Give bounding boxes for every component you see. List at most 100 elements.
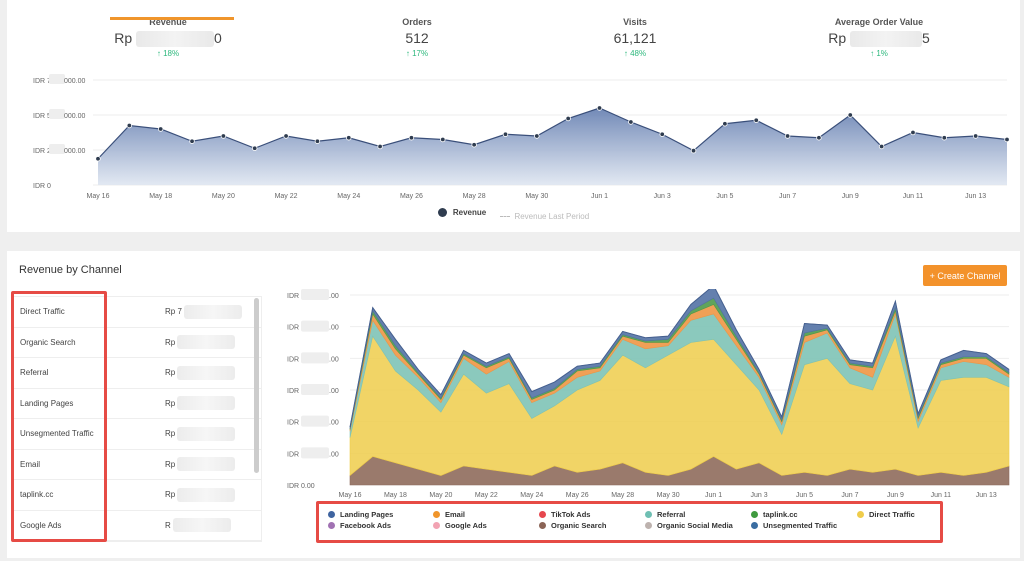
revenue-point[interactable]	[690, 147, 697, 154]
revenue-point[interactable]	[314, 138, 321, 144]
revenue-point[interactable]	[972, 133, 979, 139]
legend-dot	[751, 522, 758, 529]
channel-list: Direct Traffic Rp 7 Organic Search Rp Referr…	[12, 296, 262, 542]
revenue-point[interactable]	[157, 126, 164, 132]
channel-value-prefix: Rp 7	[165, 307, 182, 317]
channel-row[interactable]: Direct Traffic Rp 7	[13, 297, 261, 328]
channel-row[interactable]: taplink.cc Rp	[13, 480, 261, 511]
y-axis-label-suffix: .00	[329, 451, 339, 458]
x-axis-label: May 16	[339, 492, 362, 499]
kpi-label: Orders	[402, 17, 432, 27]
revenue-point[interactable]	[534, 133, 540, 139]
channel-row[interactable]: Unsegmented Traffic Rp	[13, 419, 261, 450]
channel-value-prefix: Rp	[165, 337, 176, 347]
channel-list-scrollbar[interactable]	[254, 298, 259, 473]
kpi-value: Rp 0	[88, 30, 248, 48]
revenue-point[interactable]	[722, 121, 728, 127]
revenue-point[interactable]	[847, 112, 853, 118]
kpi-tab-visits[interactable]: Visits 61,121 ↑ 48%	[555, 17, 715, 58]
channel-row[interactable]: Landing Pages Rp	[13, 389, 261, 419]
kpi-change: ↑ 18%	[156, 49, 180, 58]
legend-item[interactable]: Organic Search	[539, 521, 645, 530]
legend-dot	[328, 511, 335, 518]
legend-item[interactable]: Google Ads	[433, 521, 539, 530]
revenue-point[interactable]	[126, 122, 133, 129]
x-axis-label: May 28	[611, 492, 634, 499]
x-axis-label: Jun 3	[750, 492, 767, 499]
channel-row[interactable]: Email Rp	[13, 450, 261, 480]
area-series-direct-traffic[interactable]	[349, 335, 1010, 477]
legend-item[interactable]: Facebook Ads	[328, 521, 433, 530]
legend-item-revenue[interactable]: Revenue	[437, 208, 486, 217]
x-axis-label: Jun 5	[796, 492, 813, 499]
revenue-point[interactable]	[628, 119, 634, 125]
revenue-point[interactable]	[596, 105, 603, 111]
revenue-point[interactable]	[941, 135, 948, 141]
channel-chart-legend: Landing Pages Email TikTok Ads Referral tapl…	[316, 501, 943, 543]
x-axis-label: Jun 5	[716, 193, 733, 200]
channel-row[interactable]: Organic Search Rp	[13, 328, 261, 358]
legend-item[interactable]: Referral	[645, 510, 751, 519]
kpi-change: ↑ 1%	[870, 49, 888, 58]
legend-item[interactable]: taplink.cc	[751, 510, 857, 519]
revenue-point[interactable]	[502, 131, 509, 137]
y-axis-label: IDR	[287, 356, 299, 363]
revenue-point[interactable]	[816, 135, 822, 141]
revenue-point[interactable]	[471, 142, 477, 148]
legend-item[interactable]: Landing Pages	[328, 510, 433, 519]
kpi-value-suffix: 0	[214, 30, 222, 46]
legend-item[interactable]: Unsegmented Traffic	[751, 521, 857, 530]
redacted-value	[177, 487, 236, 502]
kpi-value: 61,121	[613, 30, 657, 46]
revenue-point[interactable]	[910, 129, 916, 136]
kpi-tab-average-order-value[interactable]: Average Order Value Rp 5 ↑ 1%	[799, 17, 959, 58]
kpi-value: 512	[405, 30, 429, 46]
revenue-point[interactable]	[565, 115, 571, 122]
y-axis-label: IDR 0	[33, 183, 51, 190]
y-axis-label: IDR 7	[33, 78, 51, 85]
kpi-tab-revenue[interactable]: Revenue Rp 0 ↑ 18%	[88, 16, 248, 58]
y-axis-label: IDR	[287, 293, 299, 300]
x-axis-label: Jun 1	[705, 492, 722, 499]
channel-value-prefix: Rp	[165, 429, 176, 439]
revenue-point[interactable]	[189, 138, 195, 144]
channel-value: Rp 7	[165, 304, 255, 319]
x-axis-label: Jun 3	[654, 193, 671, 200]
kpi-value-prefix: Rp	[828, 30, 847, 46]
revenue-point[interactable]	[784, 133, 791, 139]
revenue-point[interactable]	[659, 131, 665, 137]
revenue-point[interactable]	[346, 135, 352, 141]
x-axis-label: May 18	[384, 492, 407, 499]
revenue-point[interactable]	[252, 145, 258, 151]
legend-item[interactable]: Organic Social Media	[645, 521, 751, 530]
revenue-point[interactable]	[1004, 136, 1010, 143]
legend-item[interactable]: Email	[433, 510, 539, 519]
kpi-tab-orders[interactable]: Orders 512 ↑ 17%	[337, 17, 497, 58]
y-axis-label-suffix: .00	[329, 293, 339, 300]
revenue-point[interactable]	[878, 143, 885, 150]
legend-label: Facebook Ads	[340, 521, 391, 530]
revenue-point[interactable]	[220, 133, 227, 139]
revenue-point[interactable]	[377, 143, 383, 150]
legend-item[interactable]: TikTok Ads	[539, 510, 645, 519]
revenue-point[interactable]	[440, 136, 446, 143]
legend-dot	[751, 511, 758, 518]
redacted-value	[177, 426, 236, 441]
y-axis-label: IDR 0.00	[287, 483, 315, 490]
channel-row[interactable]: Referral Rp	[13, 358, 261, 389]
revenue-point[interactable]	[408, 135, 415, 141]
redacted-value	[177, 365, 236, 380]
legend-item[interactable]: Direct Traffic	[857, 510, 963, 519]
channel-row[interactable]: Google Ads R	[13, 511, 261, 541]
create-channel-button[interactable]: + Create Channel	[923, 265, 1007, 286]
legend-item-revenue-last-period[interactable]: Revenue Last Period	[500, 212, 589, 221]
revenue-by-channel-card: Revenue by Channel + Create Channel Dire…	[7, 251, 1020, 558]
revenue-point[interactable]	[283, 133, 289, 139]
x-axis-label: Jun 11	[903, 193, 924, 200]
legend-label: Organic Search	[551, 521, 607, 530]
legend-label: Email	[445, 510, 466, 519]
channel-name: Unsegmented Traffic	[20, 429, 94, 439]
revenue-point[interactable]	[95, 156, 101, 162]
x-axis-label: May 28	[463, 193, 486, 200]
revenue-point[interactable]	[753, 117, 759, 123]
